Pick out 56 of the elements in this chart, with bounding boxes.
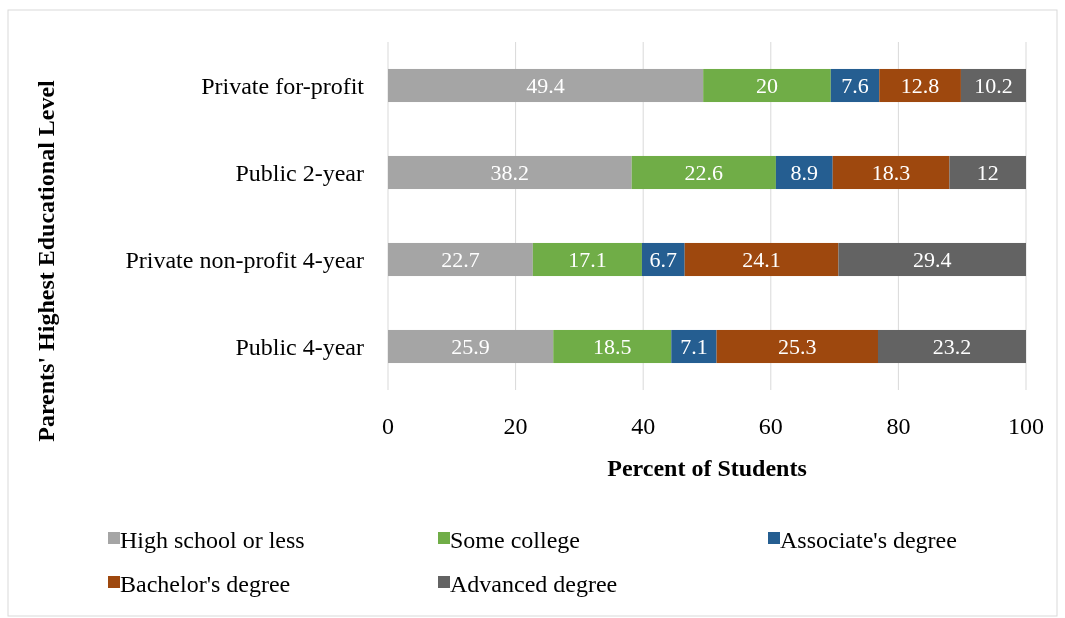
data-label: 7.1 xyxy=(680,334,708,360)
data-label: 23.2 xyxy=(932,334,972,360)
data-label: 18.3 xyxy=(871,160,911,186)
data-label: 12.8 xyxy=(900,73,940,99)
data-label: 7.6 xyxy=(841,73,869,99)
bar xyxy=(832,155,950,190)
bar xyxy=(838,242,1026,277)
bar xyxy=(949,155,1026,190)
bar xyxy=(388,329,554,364)
legend-label: High school or less xyxy=(120,527,305,554)
x-tick-label: 80 xyxy=(886,413,911,439)
bar xyxy=(641,242,685,277)
data-label: 20 xyxy=(755,73,778,99)
bar xyxy=(960,68,1026,103)
data-label: 25.3 xyxy=(778,334,817,360)
data-label: 6.7 xyxy=(649,247,678,273)
y-tick-label: Public 4-year xyxy=(235,333,365,360)
bar xyxy=(775,155,833,190)
data-label: 8.9 xyxy=(790,160,819,186)
bar xyxy=(388,155,632,190)
data-label: 38.2 xyxy=(490,160,530,186)
data-label: 22.7 xyxy=(441,247,480,273)
y-tick-label: Private for-profit xyxy=(201,72,365,99)
bar xyxy=(877,329,1026,364)
x-axis-title: Percent of Students xyxy=(607,455,807,481)
data-label: 10.2 xyxy=(974,73,1013,99)
data-label: 25.9 xyxy=(451,334,490,360)
data-label: 24.1 xyxy=(742,247,781,273)
data-label: 49.4 xyxy=(526,73,565,99)
bar xyxy=(716,329,878,364)
legend-label: Some college xyxy=(450,527,580,554)
bar xyxy=(532,242,642,277)
bar xyxy=(879,68,961,103)
bar xyxy=(553,329,672,364)
bar xyxy=(388,242,533,277)
bar xyxy=(631,155,776,190)
legend-label: Bachelor's degree xyxy=(120,571,291,598)
legend-label: Advanced degree xyxy=(450,571,618,598)
bar xyxy=(671,329,717,364)
legend-label: Associate's degree xyxy=(780,527,957,554)
data-label: 12 xyxy=(976,160,999,186)
x-tick-label: 60 xyxy=(758,413,783,439)
data-label: 17.1 xyxy=(568,247,607,273)
bar xyxy=(684,242,839,277)
y-tick-label: Public 2-year xyxy=(235,159,365,186)
data-label: 22.6 xyxy=(684,160,724,186)
y-axis-title: Parents' Highest Educational Level xyxy=(33,79,59,442)
x-tick-label: 20 xyxy=(503,413,528,439)
bar xyxy=(703,68,831,103)
y-tick-label: Private non-profit 4-year xyxy=(125,246,364,273)
x-tick-label: 100 xyxy=(1008,413,1044,439)
bar xyxy=(388,68,704,103)
data-label: 29.4 xyxy=(912,247,952,273)
x-tick-label: 0 xyxy=(382,413,394,439)
data-label: 18.5 xyxy=(593,334,632,360)
x-tick-label: 40 xyxy=(631,413,656,439)
